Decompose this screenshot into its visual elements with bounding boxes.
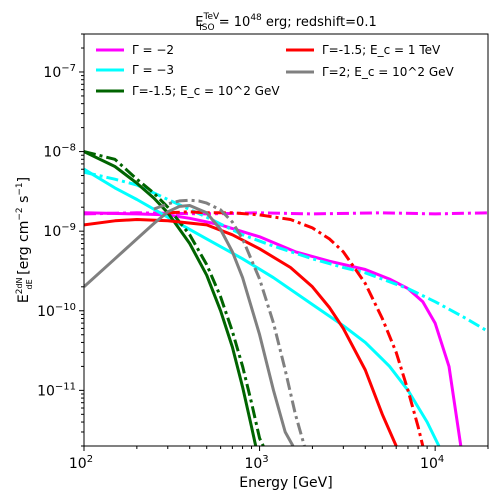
title-sub: ISO (199, 23, 214, 33)
ylabel-exp2: −1 (15, 182, 25, 195)
ylabel-s: s (16, 196, 32, 208)
ylabel-close: ] (16, 177, 32, 182)
legend-label-3: Γ=-1.5; E_c = 1 TeV (322, 43, 441, 57)
legend-label-1: Γ = −3 (132, 63, 174, 77)
x-tick-exp: 2 (87, 454, 93, 465)
legend-label-4: Γ=2; E_c = 10^2 GeV (322, 65, 455, 79)
series-line-0 (84, 211, 463, 446)
plot-frame (83, 33, 489, 447)
legend-label-2: Γ=-1.5; E_c = 10^2 GeV (132, 84, 280, 98)
ylabel-sup2: 2 (15, 289, 25, 295)
y-tick-exp: −11 (55, 381, 76, 392)
x-tick-label: 103 (244, 454, 268, 472)
series-line-2 (84, 167, 441, 446)
title-exp: 48 (250, 13, 262, 23)
x-tick-base: 10 (244, 456, 262, 472)
y-tick-label: 10−11 (37, 381, 76, 399)
x-tick-label: 104 (420, 454, 444, 472)
ylabel-den: dE (25, 279, 34, 289)
series-line-1 (84, 211, 488, 216)
y-axis-label: E2dNdE [erg cm−2 s−1] (15, 177, 34, 303)
legend: Γ = −2 Γ = −3 Γ=-1.5; E_c = 10^2 GeV Γ=-1.5… (96, 43, 455, 98)
y-tick-label: 10−7 (43, 63, 76, 81)
y-tick-base: 10 (37, 383, 55, 399)
x-axis-label: Energy [GeV] (239, 475, 332, 491)
series-line-5 (84, 150, 265, 446)
y-tick-exp: −10 (55, 302, 76, 313)
y-tick-base: 10 (43, 65, 61, 81)
x-tick-base: 10 (69, 456, 87, 472)
y-tick-exp: −9 (61, 222, 76, 233)
ylabel-e: E (16, 294, 32, 303)
series-line-8 (84, 204, 295, 446)
series-layer (84, 150, 488, 446)
series-line-9 (153, 198, 306, 446)
title-e: E (195, 15, 203, 30)
series-line-6 (84, 218, 398, 446)
chart-title: ETeV ISO = 1048 erg; redshift=0.1 (195, 12, 376, 33)
x-tick-label: 102 (69, 454, 93, 472)
title-eq: = 10 (215, 15, 251, 30)
legend-label-0: Γ = −2 (132, 43, 174, 57)
ylabel-exp1: −2 (15, 207, 25, 220)
x-tick-exp: 4 (438, 454, 444, 465)
y-tick-exp: −8 (61, 143, 76, 154)
y-tick-base: 10 (43, 145, 61, 161)
y-tick-label: 10−9 (43, 222, 76, 240)
y-tick-base: 10 (43, 224, 61, 240)
y-tick-base: 10 (37, 304, 55, 320)
title-sup: TeV (202, 12, 220, 22)
series-line-4 (84, 150, 258, 446)
ylabel-num: dN (15, 277, 24, 288)
ylabel-mid: [erg cm (16, 221, 32, 280)
y-tick-label: 10−8 (43, 143, 76, 161)
title-rest: erg; redshift=0.1 (262, 15, 377, 30)
x-tick-exp: 3 (262, 454, 268, 465)
y-tick-exp: −7 (61, 63, 76, 74)
series-line-7 (167, 210, 425, 446)
y-tick-label: 10−10 (37, 302, 76, 320)
x-tick-base: 10 (420, 456, 438, 472)
